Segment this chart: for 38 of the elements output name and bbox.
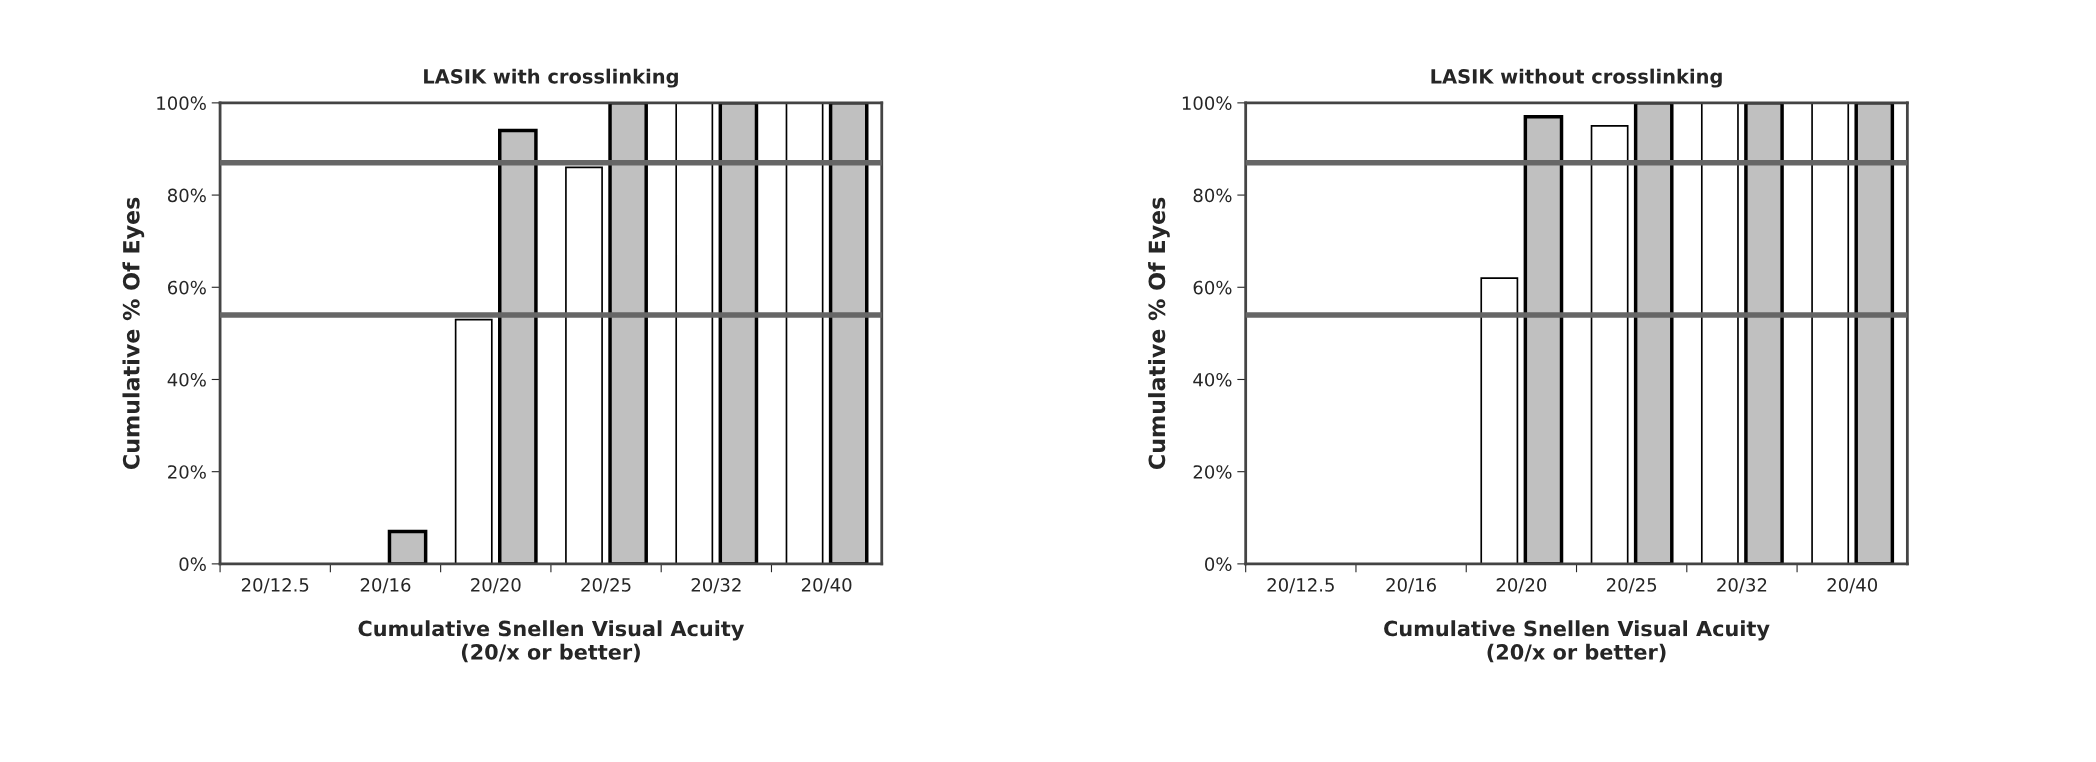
y-tick-label: 80% <box>1193 188 1232 203</box>
x-tick-label: 20/20 <box>471 578 521 594</box>
x-axis-title: Cumulative Snellen Visual Acuity (20/x or better) <box>358 620 745 663</box>
bar <box>1700 102 1739 564</box>
bar <box>1590 125 1629 564</box>
x-tick-label: 20/12.5 <box>241 578 309 594</box>
bar <box>675 102 714 564</box>
y-tick-label: 20% <box>168 465 206 479</box>
x-tick-label: 20/20 <box>1496 578 1547 594</box>
bar <box>785 102 824 564</box>
x-axis-title: Cumulative Snellen Visual Acuity (20/x or better) <box>1384 620 1770 663</box>
y-tick-label: 100% <box>157 96 206 110</box>
chart-title: LASIK with crosslinking <box>424 68 678 88</box>
x-tick-label: 20/40 <box>1827 578 1878 594</box>
y-tick-label: 0% <box>1205 557 1232 571</box>
x-tick-label: 20/32 <box>691 578 741 594</box>
x-tick-label: 20/40 <box>801 578 852 594</box>
y-axis-title: Cumulative % Of Eyes <box>1148 197 1170 470</box>
x-tick-label: 20/25 <box>1606 578 1657 594</box>
y-tick-label: 80% <box>167 188 206 203</box>
y-tick-label: 100% <box>1182 96 1232 110</box>
chart-title: LASIK without crosslinking <box>1431 68 1722 88</box>
x-tick-label: 20/16 <box>1386 578 1436 594</box>
y-tick-label: 20% <box>1193 465 1232 479</box>
y-axis-title: Cumulative % Of Eyes <box>122 197 145 470</box>
y-tick-label: 0% <box>179 557 206 571</box>
y-tick-label: 60% <box>1193 280 1232 295</box>
x-tick-label: 20/32 <box>1717 578 1767 594</box>
bar <box>1811 102 1850 564</box>
y-tick-label: 40% <box>167 372 206 387</box>
y-tick-label: 60% <box>168 280 206 295</box>
bar <box>454 318 493 564</box>
bar <box>1480 277 1519 564</box>
bar <box>565 166 603 564</box>
x-tick-label: 20/16 <box>360 578 411 594</box>
y-tick-label: 40% <box>1193 372 1232 387</box>
x-tick-label: 20/25 <box>581 578 631 594</box>
x-tick-label: 20/12.5 <box>1267 578 1334 594</box>
